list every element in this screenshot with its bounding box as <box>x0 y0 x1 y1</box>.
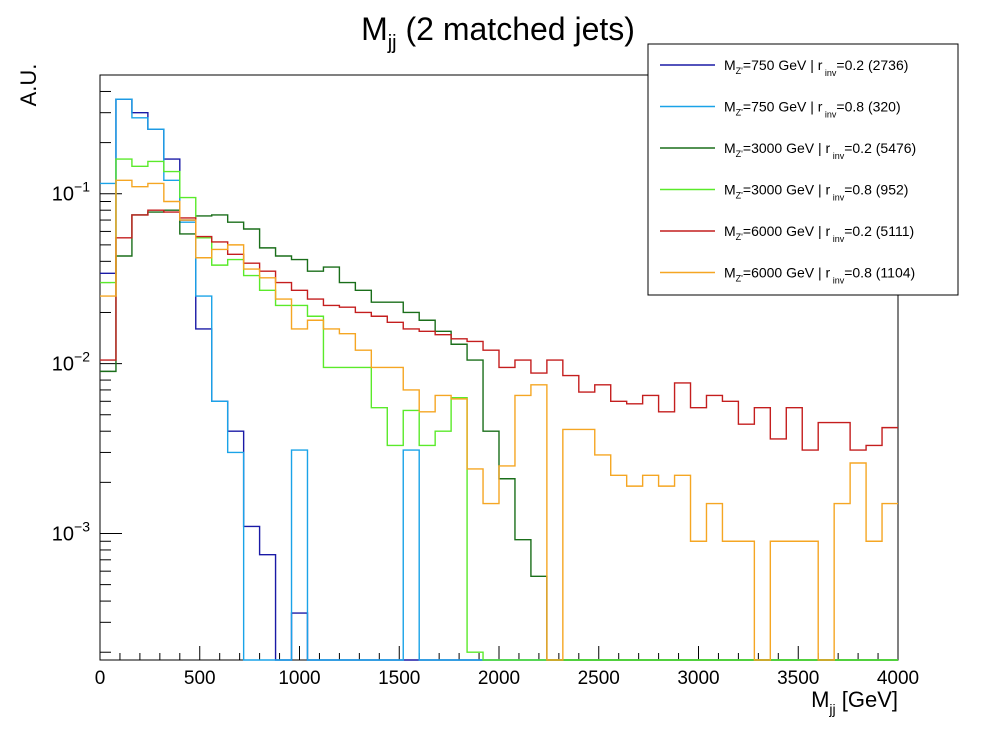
y-tick-label: 10−2 <box>52 349 90 376</box>
y-tick-label: 10−3 <box>52 518 90 545</box>
chart-title-subscript: jj <box>387 32 397 54</box>
legend: MZ'=750 GeV | r inv=0.2 (2736) MZ'=750 Ge… <box>647 43 959 296</box>
x-tick-label: 2000 <box>478 668 520 689</box>
series-line-6 <box>100 179 898 661</box>
x-axis-label: Mjj [GeV] <box>811 687 898 717</box>
legend-entry: MZ'=3000 GeV | r inv=0.2 (5476) <box>660 140 916 161</box>
y-tick-label: 10−1 <box>52 179 90 206</box>
x-tick-label: 0 <box>95 668 106 689</box>
y-axis: 10−1 10−2 10−3 <box>52 74 122 653</box>
x-tick-label: 4000 <box>877 668 919 689</box>
legend-entry: MZ'=750 GeV | r inv=0.2 (2736) <box>660 57 908 78</box>
x-tick-label: 3000 <box>677 668 719 689</box>
x-tick-label: 1000 <box>278 668 320 689</box>
x-tick-label: 2500 <box>578 668 620 689</box>
series-layer <box>100 98 898 661</box>
legend-label: MZ'=3000 GeV | r inv=0.2 (5476) <box>724 140 916 161</box>
legend-label: MZ'=750 GeV | r inv=0.8 (320) <box>724 99 901 120</box>
x-tick-label: 500 <box>184 668 216 689</box>
x-axis-label-subscript: jj <box>828 701 835 717</box>
legend-entry: MZ'=6000 GeV | r inv=0.2 (5111) <box>660 223 914 244</box>
series-line-5 <box>100 209 898 451</box>
legend-entry: MZ'=3000 GeV | r inv=0.8 (952) <box>660 182 908 203</box>
legend-label: MZ'=3000 GeV | r inv=0.8 (952) <box>724 182 908 203</box>
chart-title: Mjj (2 matched jets) <box>361 11 635 54</box>
legend-label: MZ'=6000 GeV | r inv=0.2 (5111) <box>724 223 914 244</box>
legend-entry: MZ'=6000 GeV | r inv=0.8 (1104) <box>660 265 915 286</box>
legend-entry: MZ'=750 GeV | r inv=0.8 (320) <box>660 99 901 120</box>
x-tick-label: 1500 <box>378 668 420 689</box>
legend-label: MZ'=6000 GeV | r inv=0.8 (1104) <box>724 265 915 286</box>
legend-box <box>647 43 959 296</box>
y-axis-label: A.U. <box>16 64 41 107</box>
x-axis: 0 500 1000 1500 2000 2500 3000 3500 4000 <box>95 646 919 689</box>
x-tick-label: 3500 <box>777 668 819 689</box>
legend-label: MZ'=750 GeV | r inv=0.2 (2736) <box>724 57 908 78</box>
